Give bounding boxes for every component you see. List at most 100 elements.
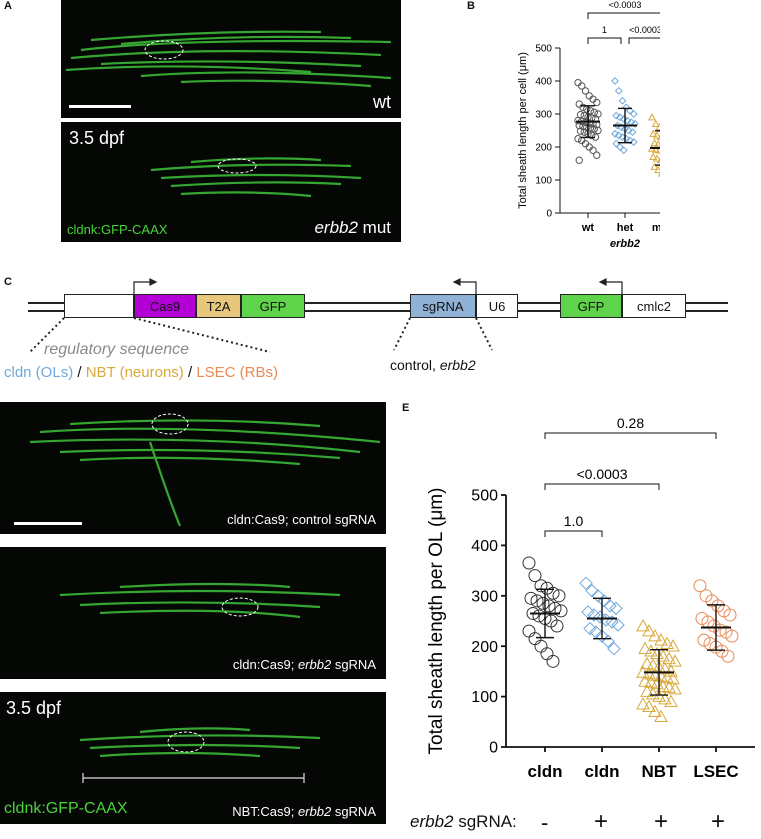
data-point [640, 656, 654, 670]
y-tick-label: 400 [471, 538, 498, 555]
data-point [611, 129, 619, 138]
d3-reporter: cldnk:GFP-CAAX [4, 800, 128, 817]
d3-label: NBT:Cas9; erbb2 sgRNA [232, 804, 376, 819]
data-point [595, 629, 609, 643]
panel-b-letter: B [467, 0, 475, 12]
data-point [647, 113, 657, 121]
u6-box: U6 [476, 294, 518, 318]
data-point [660, 636, 674, 649]
y-tick-label: 100 [535, 176, 552, 187]
data-point [629, 138, 638, 146]
data-point [550, 619, 564, 633]
data-point [607, 642, 621, 656]
x-tick-label: het [617, 222, 634, 234]
data-point [614, 86, 623, 95]
p-value-label: <0.0003 [577, 466, 628, 482]
mut-suffix: mut [357, 218, 391, 237]
data-point [581, 87, 590, 95]
data-point [611, 77, 619, 85]
data-point [534, 579, 548, 593]
data-point [616, 113, 624, 122]
data-point [554, 604, 568, 618]
data-point [725, 629, 739, 643]
data-point [650, 138, 659, 147]
y-tick-label: 300 [535, 110, 552, 121]
data-point [652, 154, 662, 162]
d2-label: cldn:Cas9; erbb2 sgRNA [233, 657, 376, 672]
data-point [528, 569, 542, 583]
scale-bar [69, 105, 131, 108]
panel-e-letter: E [402, 402, 410, 414]
data-point [624, 126, 633, 135]
data-point [629, 110, 638, 118]
panel-d-erbb2-image: cldn:Cas9; erbb2 sgRNA [0, 547, 386, 679]
data-point [650, 676, 664, 690]
data-point [723, 608, 737, 622]
data-point [593, 610, 607, 624]
p-value-label: <0.0003 [629, 25, 660, 35]
promoter-options: cldn (OLs) / NBT (neurons) / LSEC (RBs) [4, 364, 278, 381]
data-point [589, 146, 597, 155]
t2a-box: T2A [196, 294, 241, 318]
cmlc2-box: cmlc2 [622, 294, 686, 318]
data-point [613, 121, 622, 130]
d3-prefix: NBT:Cas9; [232, 804, 298, 819]
data-point [654, 140, 663, 148]
sign-lsec-erbb2: + [711, 808, 726, 835]
data-point [658, 692, 672, 705]
y-tick-label: 0 [489, 740, 498, 757]
significance-bracket [544, 530, 603, 537]
data-point [666, 639, 680, 652]
d2-prefix: cldn:Cas9; [232, 657, 298, 672]
y-tick-label: 300 [471, 588, 498, 605]
data-point [618, 96, 627, 105]
data-point [593, 151, 601, 159]
promoter-nbt: NBT (neurons) [85, 364, 184, 381]
panel-c-letter: C [4, 276, 12, 288]
data-point [649, 129, 658, 137]
d3-gene: erbb2 [297, 804, 332, 819]
reporter-label: cldnk:GFP-CAAX [67, 222, 168, 237]
sgrna-box: sgRNA [410, 294, 476, 318]
panel-a-mut-image: 3.5 dpf cldnk:GFP-CAAX erbb2 mut [61, 122, 401, 242]
sep-1: / [73, 364, 86, 381]
sgrna-row: erbb2 sgRNA: - + + + [410, 808, 760, 838]
data-point [626, 136, 634, 145]
promoter-lsec: LSEC (RBs) [196, 364, 278, 381]
data-point [601, 634, 615, 648]
data-point [524, 591, 538, 605]
y-tick-label: 500 [471, 488, 498, 505]
data-point [578, 82, 586, 90]
data-point [713, 623, 727, 637]
chart-e-svg: 0 100 200 300 400 500 cldn cldn NBT LSEC Total she… [426, 415, 755, 781]
promoter-cldn: cldn (OLs) [4, 364, 74, 381]
p-value-label: 0.28 [617, 415, 644, 431]
panel-e-chart: 0 100 200 300 400 500 cldn cldn NBT LSEC Total she… [400, 400, 761, 800]
data-point [546, 586, 560, 600]
y-tick-label: 200 [471, 639, 498, 656]
sep-2: / [183, 364, 197, 381]
data-point [638, 641, 652, 655]
data-point [664, 694, 678, 707]
data-point [622, 134, 631, 143]
data-point [579, 103, 587, 112]
data-point [594, 126, 602, 135]
data-point [575, 156, 583, 164]
data-point [522, 624, 536, 638]
sign-cldn-control: - [541, 810, 549, 835]
data-point [650, 646, 664, 660]
data-point [609, 601, 623, 616]
arrow-sgrna [460, 281, 477, 294]
data-point [530, 594, 544, 608]
x-tick-label: cldn [585, 762, 620, 781]
data-point [644, 675, 658, 688]
data-point [536, 596, 550, 610]
data-point [585, 119, 593, 127]
data-point [612, 111, 621, 120]
data-point [693, 579, 707, 593]
data-point [644, 644, 658, 657]
data-point [631, 119, 639, 128]
sgrna-row-title: erbb2 sgRNA: [410, 812, 517, 832]
gfp-box-2: GFP [560, 294, 622, 318]
data-point [640, 684, 654, 697]
